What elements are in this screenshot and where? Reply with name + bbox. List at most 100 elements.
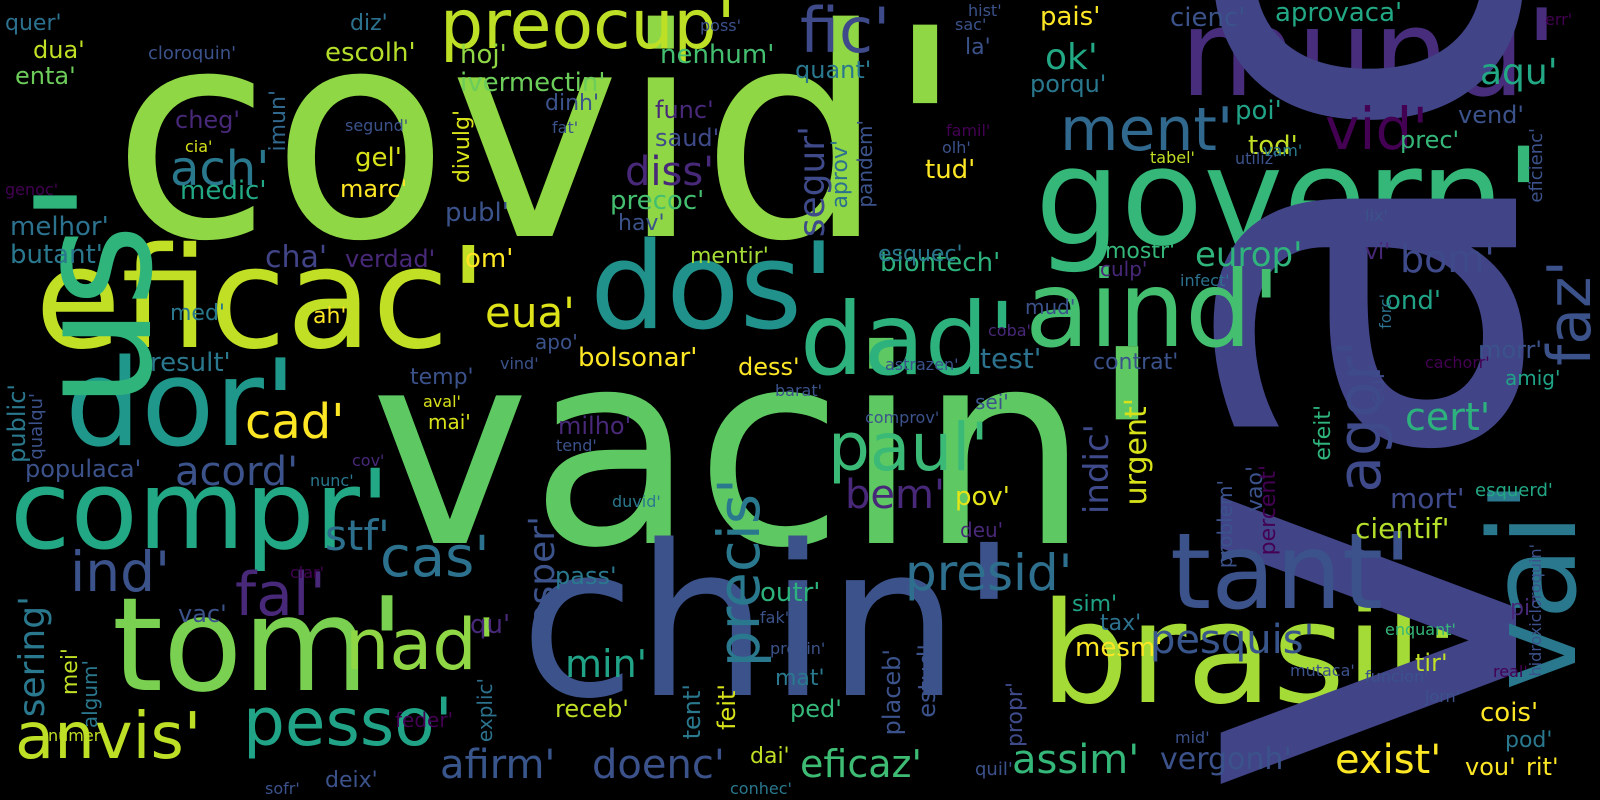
cloud-word-agor: agor' xyxy=(1325,340,1395,493)
cloud-word-result: result' xyxy=(150,348,231,378)
cloud-word-om: om' xyxy=(465,244,514,274)
cloud-word-ivermectin: ivermectin' xyxy=(460,68,606,98)
cloud-word-outr: outr' xyxy=(760,578,821,608)
cloud-word-numer: numer' xyxy=(48,726,105,745)
cloud-word-duvid: duvid' xyxy=(612,492,661,511)
cloud-word-esquerd: esquerd' xyxy=(1475,480,1553,501)
cloud-word-ond: ond' xyxy=(1385,286,1442,316)
cloud-word-qu: qu' xyxy=(470,610,511,640)
cloud-word-enquant: enquant' xyxy=(1385,620,1456,639)
cloud-word-pesquis: pesquis' xyxy=(1150,617,1315,663)
cloud-word-infect: infect' xyxy=(1180,271,1230,290)
cloud-word-segur: segur' xyxy=(792,126,833,238)
cloud-word-esquec: esquec' xyxy=(878,242,963,267)
cloud-word-comprov: comprov' xyxy=(865,408,940,427)
cloud-word-indic: indic' xyxy=(1077,424,1117,515)
cloud-word-lix: lix' xyxy=(1365,206,1388,225)
cloud-word-sac: sac' xyxy=(955,15,987,34)
cloud-word-famil: famil' xyxy=(946,121,991,140)
cloud-word-ind: ind' xyxy=(70,540,171,604)
cloud-word-segund: segund' xyxy=(345,116,409,135)
cloud-word-doenc: doenc' xyxy=(592,742,725,788)
cloud-word-cas: cas' xyxy=(380,525,490,590)
cloud-word-morr: morr' xyxy=(1478,336,1542,364)
cloud-word-preocup: preocup' xyxy=(440,0,736,65)
cloud-word-verdad: verdad' xyxy=(345,245,436,273)
cloud-word-vend: vend' xyxy=(1458,101,1525,129)
cloud-word-cloroquin: cloroquin' xyxy=(148,43,237,64)
cloud-word-propin: propin' xyxy=(770,639,826,658)
cloud-word-fat: fat' xyxy=(552,118,579,137)
cloud-word-tent: tent' xyxy=(678,684,706,740)
cloud-word-funcion: funcion' xyxy=(1365,667,1429,686)
cloud-word-algum: algum' xyxy=(78,660,102,729)
cloud-word-compr: compr' xyxy=(10,446,391,574)
cloud-word-vacin: vacin' xyxy=(370,292,1165,607)
cloud-word-eficac: eficac' xyxy=(35,218,488,381)
cloud-word-hist: hist' xyxy=(968,1,1002,20)
cloud-word-jorn: jorn' xyxy=(1425,687,1461,706)
cloud-word-mutaca: mutaca' xyxy=(1290,661,1355,680)
cloud-word-clar: clar' xyxy=(290,563,325,582)
cloud-word-pod: pod' xyxy=(1505,728,1553,753)
cloud-word-efeit: efeit' xyxy=(1311,405,1336,461)
cloud-word-eua: eua' xyxy=(485,288,575,337)
cloud-word-mai: mai' xyxy=(428,410,471,434)
cloud-word-cert: cert' xyxy=(1405,395,1491,439)
cloud-word-gel: gel' xyxy=(355,143,402,173)
cloud-word-nunc: nunc' xyxy=(310,471,354,490)
cloud-word-brasil: brasil' xyxy=(1040,573,1462,736)
cloud-word-mort: mort' xyxy=(1390,482,1465,515)
cloud-word-cia: cia' xyxy=(185,137,213,156)
cloud-word-hav: hav' xyxy=(618,211,665,236)
cloud-word-la: la' xyxy=(965,35,991,60)
cloud-word-med: med' xyxy=(170,301,225,326)
cloud-word-dad: dad' xyxy=(800,281,1016,398)
cloud-word-cur: cur' xyxy=(1365,364,1390,406)
cloud-word-astrazen: astrazen' xyxy=(885,355,959,374)
cloud-word-cachorr: cachorr' xyxy=(1425,353,1490,372)
cloud-word-cienc: cienc' xyxy=(1170,3,1246,33)
cloud-word-imun: imun' xyxy=(266,90,291,152)
cloud-word-govern: govern' xyxy=(1035,119,1543,276)
cloud-word-pandem: pandem' xyxy=(853,120,877,208)
cloud-word-hidroxicloroquin: hidroxicloroquin' xyxy=(1526,544,1545,677)
cloud-word-pais: pais' xyxy=(1040,2,1101,32)
cloud-word-placeb: placeb' xyxy=(878,649,906,736)
cloud-word-tud: tud' xyxy=(925,155,976,185)
cloud-word-aprovaca: aprovaca' xyxy=(1275,0,1403,28)
cloud-word-hoj: hoj' xyxy=(460,40,507,70)
cloud-word-vac: vac' xyxy=(178,600,227,628)
cloud-word-tod: tod' xyxy=(1248,131,1298,161)
cloud-word-ok: ok' xyxy=(1045,37,1098,78)
cloud-word-paul: paul' xyxy=(828,409,989,486)
cloud-word-dess: dess' xyxy=(738,353,800,381)
cloud-word-prec: prec' xyxy=(1400,126,1460,154)
cloud-word-pesso: pesso' xyxy=(243,684,453,761)
cloud-word-cov: cov' xyxy=(352,451,385,470)
cloud-word-eficaz: eficaz' xyxy=(800,742,922,786)
cloud-word-mostr: mostr' xyxy=(1105,239,1176,264)
cloud-word-marc: marc' xyxy=(340,175,408,203)
cloud-word-rit: rit' xyxy=(1526,753,1559,781)
cloud-word-publ: publ' xyxy=(445,198,509,228)
cloud-word-afirm: afirm' xyxy=(440,742,556,788)
cloud-word-precis: precis' xyxy=(705,478,773,668)
cloud-word-quant: quant' xyxy=(795,56,872,84)
cloud-word-escolh: escolh' xyxy=(325,38,416,68)
cloud-word-barat: barat' xyxy=(775,381,823,400)
cloud-word-mentir: mentir' xyxy=(690,244,769,269)
cloud-word-eficienc: eficienc' xyxy=(1526,128,1547,203)
cloud-word-dinh: dinh' xyxy=(545,91,600,116)
cloud-word-precoc: precoc' xyxy=(610,186,705,216)
cloud-word-stf: stf' xyxy=(325,511,390,560)
cloud-word-populaca: populaca' xyxy=(25,455,142,483)
cloud-word-cha: cha' xyxy=(265,240,328,275)
cloud-word-ment: ment' xyxy=(1060,95,1234,165)
cloud-word-problem: problem' xyxy=(1213,480,1237,569)
cloud-word-ah: ah' xyxy=(313,304,347,329)
cloud-word-fic: fic' xyxy=(800,0,891,67)
cloud-word-dor: dor' xyxy=(65,335,297,474)
cloud-word-diz: diz' xyxy=(350,11,388,36)
